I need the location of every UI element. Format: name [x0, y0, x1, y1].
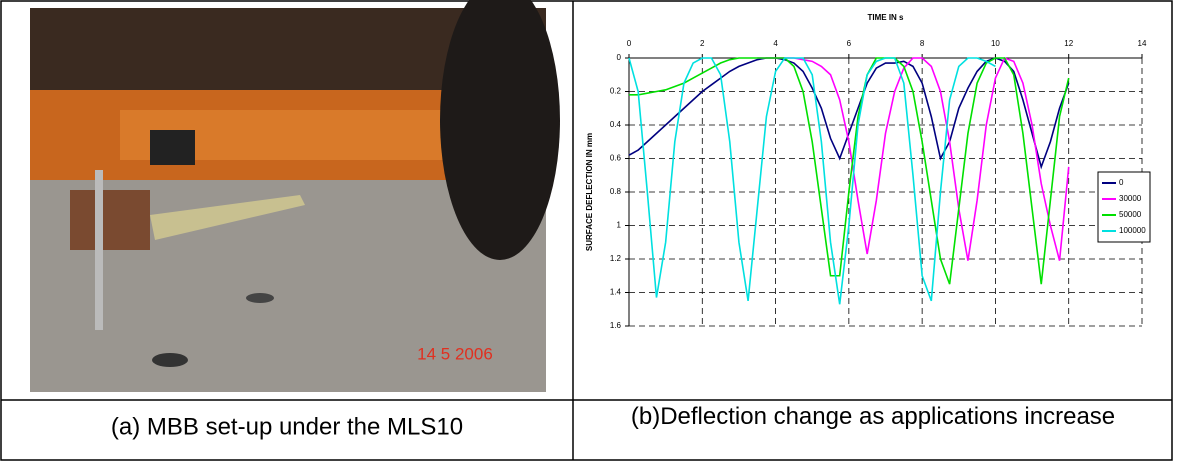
x-tick-label: 10	[991, 39, 1000, 48]
series-line	[628, 57, 996, 305]
y-tick-label: 1.6	[610, 321, 622, 330]
tyre	[440, 0, 560, 260]
x-tick-label: 14	[1138, 39, 1147, 48]
stain	[246, 293, 274, 303]
beam-arm	[150, 195, 305, 240]
y-tick-label: 0.6	[610, 154, 622, 163]
caption-box: (b)Deflection change as applications inc…	[630, 404, 1116, 430]
x-tick-label: 0	[627, 39, 632, 48]
x-tick-label: 2	[700, 39, 705, 48]
legend-label: 30000	[1119, 194, 1142, 203]
y-tick-label: 0	[617, 53, 622, 62]
y-tick-label: 0.8	[610, 187, 622, 196]
date-stamp: 14 5 2006	[417, 344, 493, 363]
legend-label: 0	[1119, 178, 1124, 187]
beam-block	[70, 190, 150, 250]
y-tick-label: 1	[617, 221, 622, 230]
x-tick-label: 8	[920, 39, 925, 48]
y-tick-label: 1.2	[610, 254, 622, 263]
y-axis-label: SURFACE DEFLECTION IN mm	[585, 133, 594, 251]
x-tick-label: 12	[1064, 39, 1073, 48]
photo: 14 5 2006	[30, 0, 560, 392]
series-line	[757, 56, 1070, 261]
legend-label: 50000	[1119, 210, 1142, 219]
caption: (b)Deflection change as applications inc…	[630, 404, 1116, 430]
caption: (a) MBB set-up under the MLS10	[111, 413, 463, 440]
y-tick-label: 1.4	[610, 288, 622, 297]
stand	[95, 170, 103, 330]
legend-label: 100000	[1119, 226, 1146, 235]
stain	[152, 353, 188, 367]
y-tick-label: 0.2	[610, 87, 622, 96]
chart-title: TIME IN s	[867, 13, 904, 22]
series-line	[629, 57, 1070, 285]
x-tick-label: 6	[847, 39, 852, 48]
sensor	[150, 130, 195, 165]
y-tick-label: 0.4	[610, 120, 622, 129]
x-tick-label: 4	[773, 39, 778, 48]
